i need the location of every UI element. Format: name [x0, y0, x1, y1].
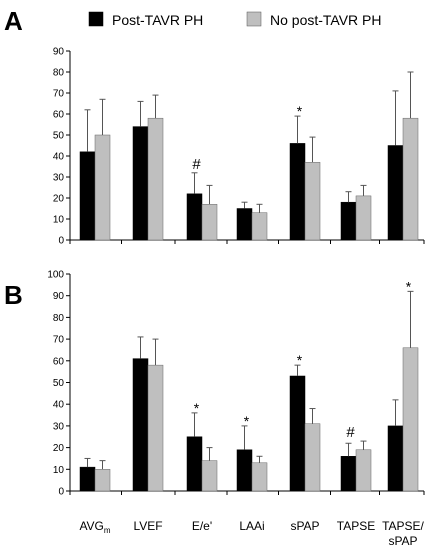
- panel-b-y-tick-label: 0: [58, 487, 64, 498]
- panel-b-y-tick-label: 30: [53, 421, 65, 432]
- panel-a-bar-avgm-post-tavr-ph: [79, 151, 96, 241]
- panel-a-bar-lvef-post-tavr-ph: [132, 126, 149, 241]
- category-label-tapse-spap-line1: TAPSE/: [382, 519, 424, 533]
- panel-a-y-tick-label: 20: [53, 194, 65, 205]
- panel-b-bar-spap-post-tavr-ph: [289, 375, 306, 492]
- panel-b-annotation-tapse-spap: *: [406, 278, 412, 294]
- panel-label-a: A: [4, 6, 23, 36]
- panel-a-bar-e-e-post-tavr-ph: [186, 193, 203, 241]
- panel-a-bar-laai-no-post-tavr-ph: [251, 212, 268, 241]
- panel-a-y-tick-label: 70: [53, 89, 65, 100]
- legend-swatch-no-post-tavr-ph: [246, 11, 262, 27]
- panel-a-annotation-e-e: #: [192, 156, 201, 173]
- legend: Post-TAVR PH No post-TAVR PH: [88, 11, 382, 28]
- panel-a-bar-spap-no-post-tavr-ph: [304, 162, 321, 241]
- panel-b-y-tick-label: 40: [53, 400, 65, 411]
- panel-a-bar-lvef-no-post-tavr-ph: [147, 117, 164, 241]
- panel-b-bar-e-e-no-post-tavr-ph: [201, 460, 218, 492]
- panel-b-bar-avgm-post-tavr-ph: [79, 466, 96, 492]
- panel-a-bar-tapse-no-post-tavr-ph: [355, 195, 372, 241]
- legend-label-no-post-tavr-ph: No post-TAVR PH: [270, 12, 382, 28]
- panel-a-bar-tapse-spap-no-post-tavr-ph: [402, 117, 419, 241]
- legend-swatch-post-tavr-ph: [88, 11, 104, 27]
- panel-b-bar-e-e-post-tavr-ph: [186, 436, 203, 492]
- panel-a-y-tick-label: 60: [53, 110, 65, 121]
- panel-b-annotation-spap: *: [297, 352, 303, 368]
- panel-a-annotation-spap: *: [297, 103, 303, 119]
- category-label-avgm: AVGm: [79, 519, 110, 535]
- category-label-e-e: E/e': [192, 519, 212, 533]
- category-labels: AVGm LVEF E/e' LAAi sPAP TAPSE TAPSE/ sP…: [79, 519, 424, 548]
- panel-b-bar-spap-no-post-tavr-ph: [304, 423, 321, 492]
- panel-a-y-tick-label: 80: [53, 68, 65, 79]
- panel-b-bar-lvef-no-post-tavr-ph: [147, 364, 164, 492]
- panel-b-annotation-laai: *: [244, 413, 250, 429]
- panel-b-y-tick-label: 50: [53, 378, 65, 389]
- panel-b-bar-tapse-spap-no-post-tavr-ph: [402, 347, 419, 492]
- category-label-tapse-spap-line2: sPAP: [388, 534, 417, 548]
- panel-a-y-tick-label: 50: [53, 131, 65, 142]
- panel-b-bar-avgm-no-post-tavr-ph: [94, 469, 111, 492]
- panel-b-y-tick-label: 80: [53, 313, 65, 324]
- panel-b-y-tick-label: 10: [53, 465, 65, 476]
- panel-a-y-tick-label: 30: [53, 173, 65, 184]
- legend-label-post-tavr-ph: Post-TAVR PH: [112, 12, 203, 28]
- panel-a-bar-e-e-no-post-tavr-ph: [201, 204, 218, 241]
- panel-a-bar-laai-post-tavr-ph: [236, 208, 253, 241]
- category-label-tapse: TAPSE: [337, 519, 375, 533]
- panel-b-y-tick-label: 70: [53, 335, 65, 346]
- panel-b-y-tick-label: 90: [53, 291, 65, 302]
- panel-label-b: B: [4, 280, 23, 310]
- panel-b-bar-tapse-spap-post-tavr-ph: [387, 425, 404, 492]
- panel-a-y-tick-label: 40: [53, 152, 65, 163]
- panel-b-plot: 0 10 20 30 40 50 60 70 80 90 100 * * * # *: [47, 270, 425, 498]
- panel-a-bar-spap-post-tavr-ph: [289, 143, 306, 241]
- category-label-lvef: LVEF: [133, 519, 162, 533]
- panel-b-bar-tapse-post-tavr-ph: [340, 456, 357, 492]
- panel-a-y-tick-label: 90: [53, 47, 65, 58]
- panel-b-annotation-e-e: *: [194, 400, 200, 416]
- panel-a-bar-tapse-post-tavr-ph: [340, 201, 357, 241]
- panel-b-y-tick-label: 60: [53, 356, 65, 367]
- panel-a-y-tick-label: 10: [53, 215, 65, 226]
- panel-b-bar-laai-no-post-tavr-ph: [251, 462, 268, 492]
- category-label-spap: sPAP: [290, 519, 319, 533]
- panel-a-bar-avgm-no-post-tavr-ph: [94, 134, 111, 241]
- panel-b-bar-laai-post-tavr-ph: [236, 449, 253, 492]
- panel-b-annotation-tapse: #: [346, 424, 355, 441]
- panel-b-bar-tapse-no-post-tavr-ph: [355, 449, 372, 492]
- panel-a-y-tick-label: 0: [58, 236, 64, 247]
- panel-b-bar-lvef-post-tavr-ph: [132, 358, 149, 492]
- panel-b-y-tick-label: 100: [47, 270, 64, 281]
- panel-a-plot: 0 10 20 30 40 50 60 70 80 90 # *: [53, 47, 425, 247]
- panel-a-bar-tapse-spap-post-tavr-ph: [387, 145, 404, 241]
- category-label-laai: LAAi: [239, 519, 264, 533]
- panel-b-y-tick-label: 20: [53, 443, 65, 454]
